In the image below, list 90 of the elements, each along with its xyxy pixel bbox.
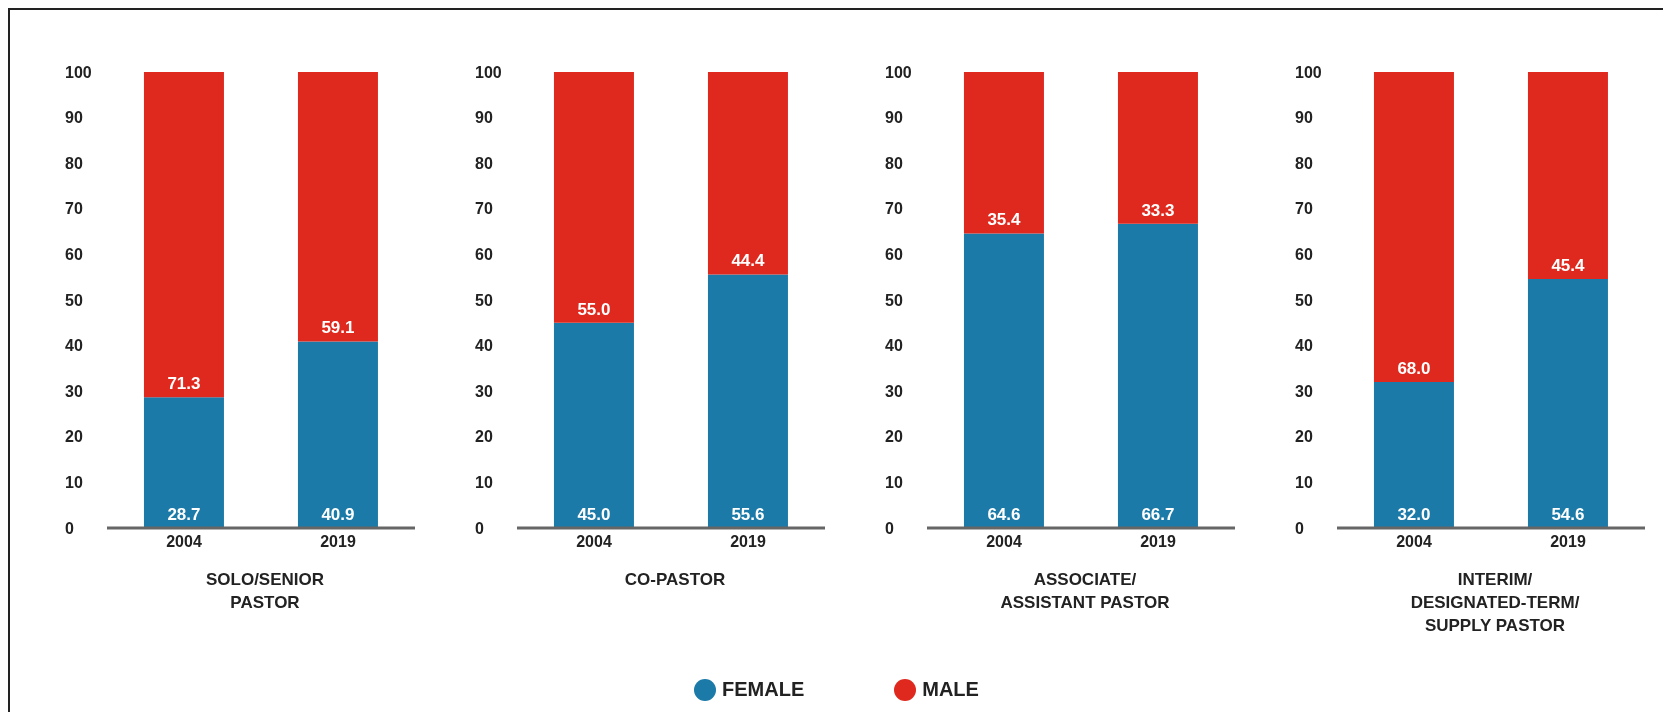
x-tick-label: 2019 bbox=[1550, 533, 1586, 551]
data-label: 33.3 bbox=[1141, 200, 1175, 220]
y-tick-label: 0 bbox=[65, 519, 74, 537]
data-label: 71.3 bbox=[167, 374, 201, 394]
bar bbox=[143, 72, 224, 398]
bar bbox=[963, 72, 1044, 234]
y-tick-label: 100 bbox=[475, 63, 502, 81]
text: INTERIM/DESIGNATED-TERM/SUPPLY PASTOR bbox=[1410, 570, 1580, 635]
bar bbox=[963, 233, 1044, 528]
y-tick-label: 20 bbox=[65, 428, 83, 446]
y-tick-label: 60 bbox=[475, 246, 493, 264]
bar bbox=[1527, 279, 1608, 528]
y-tick-label: 100 bbox=[885, 63, 912, 81]
x-axis-title: SOLO/SENIOR PASTOR bbox=[205, 570, 325, 612]
y-tick-label: 20 bbox=[475, 428, 493, 446]
data-label: 55.0 bbox=[577, 299, 611, 319]
data-label: 40.9 bbox=[321, 505, 355, 524]
y-tick-label: 30 bbox=[475, 382, 493, 400]
y-tick-label: 10 bbox=[885, 474, 903, 492]
data-label: 44.4 bbox=[731, 251, 766, 271]
x-tick-label: 2019 bbox=[320, 533, 356, 551]
x-tick-label: 2004 bbox=[576, 533, 612, 551]
y-tick-label: 30 bbox=[885, 382, 903, 400]
y-tick-label: 90 bbox=[885, 109, 903, 127]
y-tick-label: 80 bbox=[65, 154, 83, 172]
bar bbox=[707, 274, 788, 528]
legend-label: FEMALE bbox=[722, 678, 805, 701]
data-label: 64.6 bbox=[987, 505, 1021, 524]
y-tick-label: 50 bbox=[885, 291, 903, 309]
y-tick-label: 70 bbox=[65, 200, 83, 218]
bar bbox=[1527, 72, 1608, 280]
y-tick-label: 0 bbox=[1295, 519, 1304, 537]
y-tick-label: 10 bbox=[65, 474, 83, 492]
y-tick-label: 30 bbox=[65, 382, 83, 400]
y-tick-label: 80 bbox=[1295, 154, 1313, 172]
y-tick-label: 60 bbox=[885, 246, 903, 264]
data-label: 54.6 bbox=[1551, 505, 1585, 524]
y-tick-label: 90 bbox=[1295, 109, 1313, 127]
y-tick-label: 70 bbox=[475, 200, 493, 218]
data-label: 59.1 bbox=[321, 318, 355, 338]
y-tick-label: 60 bbox=[65, 246, 83, 264]
bar bbox=[143, 397, 224, 528]
y-tick-label: 70 bbox=[1295, 200, 1313, 218]
y-tick-label: 0 bbox=[885, 519, 894, 537]
y-tick-label: 0 bbox=[475, 519, 484, 537]
bar bbox=[1117, 223, 1198, 528]
x-tick-label: 2019 bbox=[1140, 533, 1176, 551]
y-tick-label: 90 bbox=[475, 109, 493, 127]
y-tick-label: 10 bbox=[475, 474, 493, 492]
data-label: 28.7 bbox=[167, 505, 201, 524]
y-tick-label: 50 bbox=[65, 291, 83, 309]
y-tick-label: 90 bbox=[65, 109, 83, 127]
y-tick-label: 10 bbox=[1295, 474, 1313, 492]
bar bbox=[297, 341, 378, 528]
y-tick-label: 40 bbox=[65, 337, 83, 355]
x-tick-label: 2004 bbox=[986, 533, 1022, 551]
data-label: 68.0 bbox=[1397, 359, 1431, 379]
bar bbox=[1117, 72, 1198, 224]
x-tick-label: 2004 bbox=[1396, 533, 1432, 551]
bar bbox=[1373, 382, 1454, 528]
y-tick-label: 50 bbox=[475, 291, 493, 309]
data-label: 32.0 bbox=[1397, 505, 1431, 524]
text: ASSOCIATE/ASSISTANT PASTOR bbox=[1000, 570, 1170, 612]
y-tick-label: 40 bbox=[1295, 337, 1313, 355]
y-tick-label: 40 bbox=[885, 337, 903, 355]
bar bbox=[553, 322, 634, 528]
y-tick-label: 60 bbox=[1295, 246, 1313, 264]
legend-label: MALE bbox=[922, 678, 979, 701]
y-tick-label: 50 bbox=[1295, 291, 1313, 309]
data-label: 66.7 bbox=[1141, 505, 1175, 524]
y-tick-label: 40 bbox=[475, 337, 493, 355]
y-tick-label: 80 bbox=[885, 154, 903, 172]
x-axis-title: CO-PASTOR bbox=[624, 570, 726, 589]
bar bbox=[297, 72, 378, 342]
data-label: 35.4 bbox=[987, 210, 1022, 230]
y-tick-label: 80 bbox=[475, 154, 493, 172]
bar bbox=[707, 72, 788, 275]
y-tick-label: 20 bbox=[1295, 428, 1313, 446]
data-label: 45.4 bbox=[1551, 256, 1586, 276]
bar bbox=[1373, 72, 1454, 383]
y-tick-label: 20 bbox=[885, 428, 903, 446]
data-label: 55.6 bbox=[731, 505, 765, 524]
data-label: 45.0 bbox=[577, 505, 611, 524]
y-tick-label: 100 bbox=[1295, 63, 1322, 81]
y-tick-label: 100 bbox=[65, 63, 92, 81]
y-tick-label: 70 bbox=[885, 200, 903, 218]
y-tick-label: 30 bbox=[1295, 382, 1313, 400]
x-tick-label: 2019 bbox=[730, 533, 766, 551]
bar bbox=[553, 72, 634, 323]
x-tick-label: 2004 bbox=[166, 533, 202, 551]
